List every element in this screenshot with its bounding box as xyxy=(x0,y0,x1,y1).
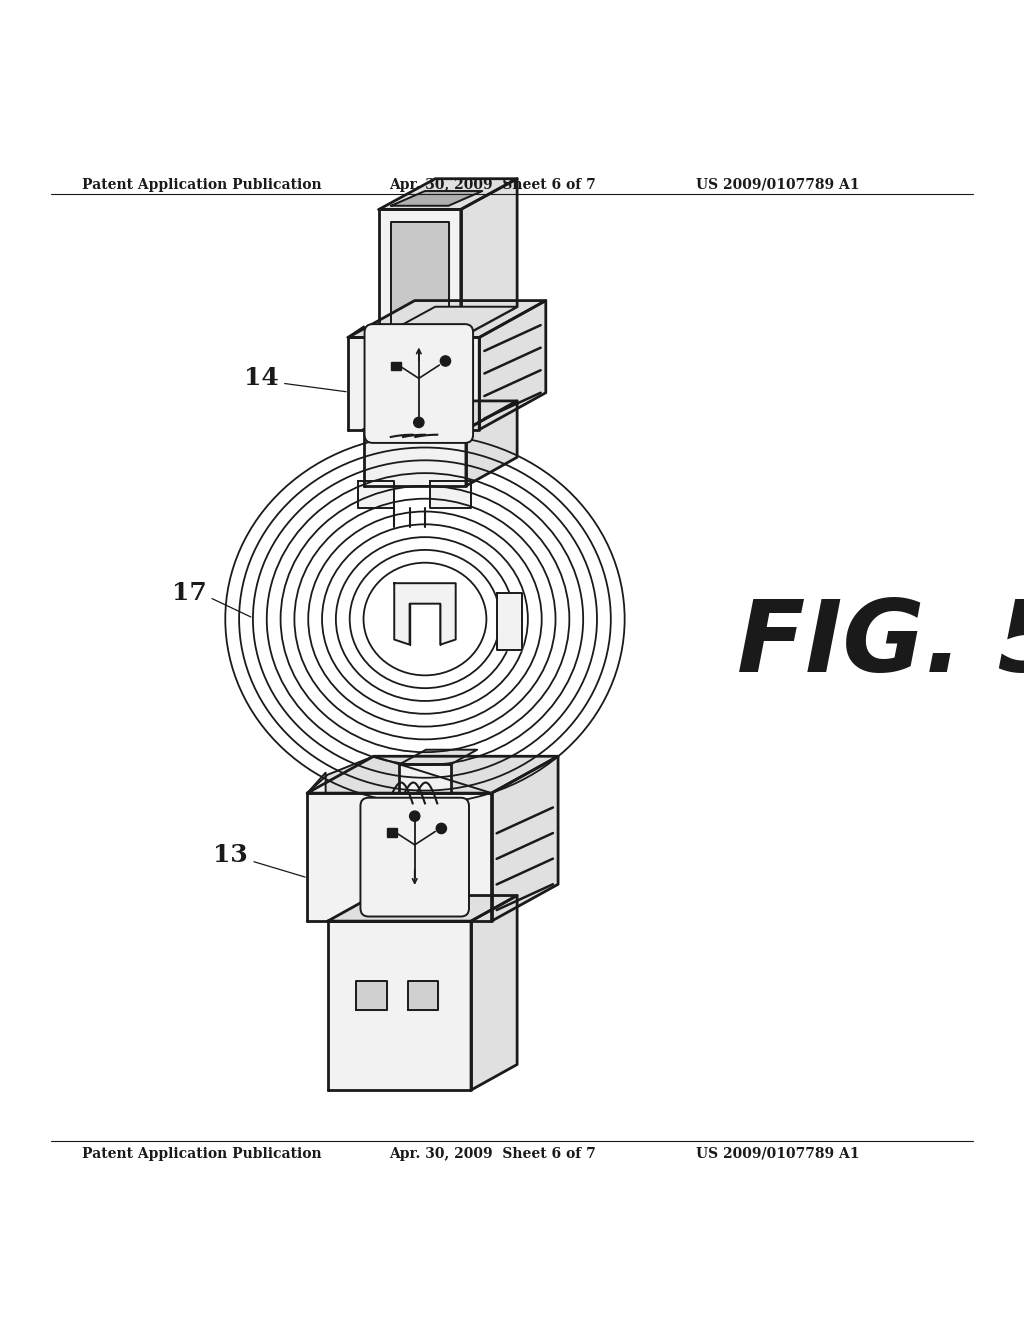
Text: 14: 14 xyxy=(244,367,279,391)
Polygon shape xyxy=(399,750,477,764)
Polygon shape xyxy=(497,594,522,649)
Polygon shape xyxy=(328,895,517,921)
Polygon shape xyxy=(492,756,558,921)
Polygon shape xyxy=(307,756,558,793)
Text: Patent Application Publication: Patent Application Publication xyxy=(82,1147,322,1160)
FancyBboxPatch shape xyxy=(365,325,473,444)
Bar xyxy=(387,829,397,837)
Polygon shape xyxy=(461,178,517,338)
Polygon shape xyxy=(358,480,394,508)
Polygon shape xyxy=(391,191,482,206)
Text: FIG. 5: FIG. 5 xyxy=(737,597,1024,693)
Polygon shape xyxy=(408,981,438,1010)
Text: 17: 17 xyxy=(172,581,207,606)
Ellipse shape xyxy=(372,572,478,667)
Polygon shape xyxy=(394,583,456,644)
Circle shape xyxy=(414,417,424,428)
Polygon shape xyxy=(466,401,517,486)
Text: 13: 13 xyxy=(213,842,248,866)
Polygon shape xyxy=(479,301,546,429)
Text: Apr. 30, 2009  Sheet 6 of 7: Apr. 30, 2009 Sheet 6 of 7 xyxy=(389,178,596,191)
FancyBboxPatch shape xyxy=(360,797,469,916)
Polygon shape xyxy=(348,301,546,338)
Circle shape xyxy=(440,356,451,366)
Circle shape xyxy=(410,810,420,821)
Polygon shape xyxy=(391,222,449,325)
Polygon shape xyxy=(399,764,451,793)
Text: Patent Application Publication: Patent Application Publication xyxy=(82,178,322,191)
Circle shape xyxy=(436,824,446,833)
Polygon shape xyxy=(364,429,466,486)
Text: Apr. 30, 2009  Sheet 6 of 7: Apr. 30, 2009 Sheet 6 of 7 xyxy=(389,1147,596,1160)
Text: US 2009/0107789 A1: US 2009/0107789 A1 xyxy=(696,178,860,191)
Polygon shape xyxy=(348,338,479,429)
Polygon shape xyxy=(379,178,517,210)
Polygon shape xyxy=(379,210,461,338)
Polygon shape xyxy=(307,756,492,793)
Polygon shape xyxy=(356,981,387,1010)
Polygon shape xyxy=(328,921,471,1090)
Polygon shape xyxy=(379,306,517,338)
Bar xyxy=(391,362,401,370)
Polygon shape xyxy=(307,772,326,793)
Polygon shape xyxy=(430,480,471,508)
Polygon shape xyxy=(307,793,492,921)
Polygon shape xyxy=(471,895,517,1090)
Polygon shape xyxy=(364,401,517,429)
Text: US 2009/0107789 A1: US 2009/0107789 A1 xyxy=(696,1147,860,1160)
